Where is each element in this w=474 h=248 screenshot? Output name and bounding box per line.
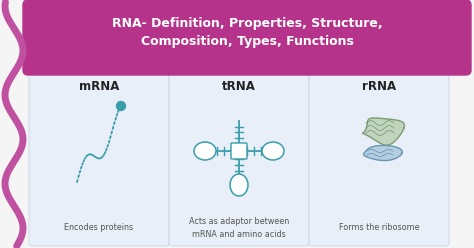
FancyBboxPatch shape (23, 0, 471, 75)
FancyBboxPatch shape (309, 70, 449, 246)
FancyBboxPatch shape (29, 70, 169, 246)
Text: Forms the ribosome: Forms the ribosome (339, 223, 419, 233)
Text: Encodes proteins: Encodes proteins (64, 223, 134, 233)
Polygon shape (364, 146, 402, 160)
FancyBboxPatch shape (231, 143, 247, 159)
Circle shape (117, 101, 126, 111)
Ellipse shape (262, 142, 284, 160)
Text: mRNA: mRNA (79, 81, 119, 93)
Polygon shape (363, 118, 404, 145)
Text: Composition, Types, Functions: Composition, Types, Functions (141, 34, 354, 48)
FancyBboxPatch shape (169, 70, 309, 246)
Text: tRNA: tRNA (222, 81, 256, 93)
Text: Acts as adaptor between
mRNA and amino acids: Acts as adaptor between mRNA and amino a… (189, 217, 289, 239)
Ellipse shape (194, 142, 216, 160)
Text: rRNA: rRNA (362, 81, 396, 93)
Text: RNA- Definition, Properties, Structure,: RNA- Definition, Properties, Structure, (112, 18, 383, 31)
Ellipse shape (230, 174, 248, 196)
